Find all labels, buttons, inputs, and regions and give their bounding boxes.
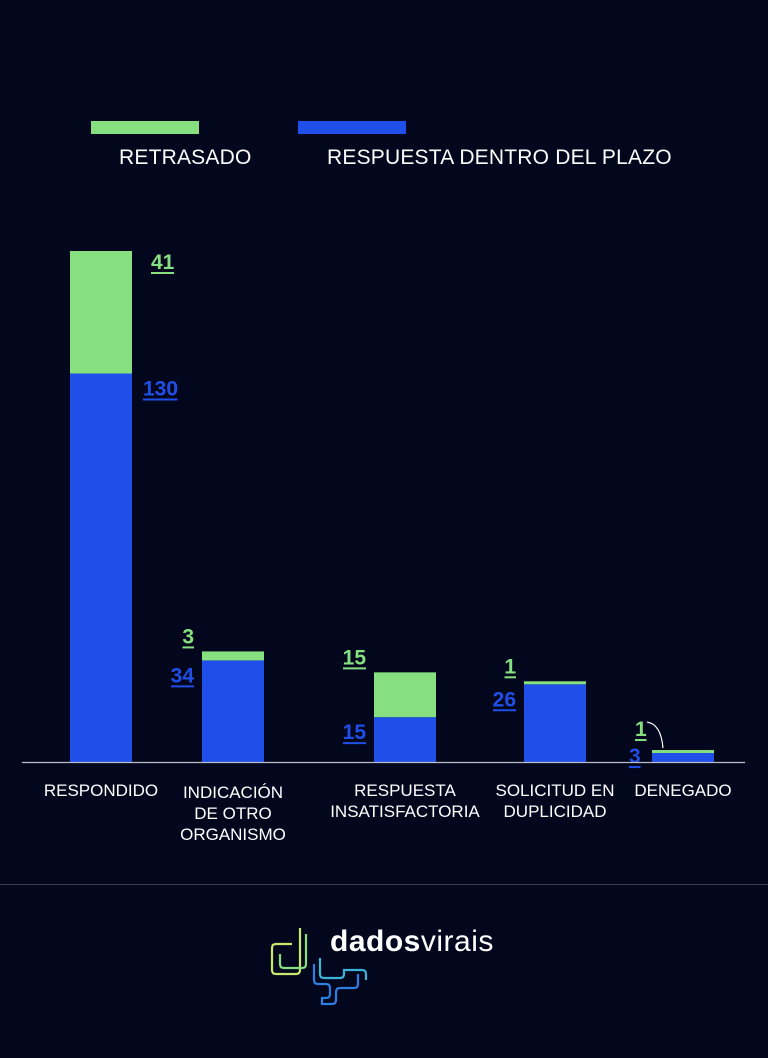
footer-divider bbox=[0, 884, 768, 885]
bar-delayed-1 bbox=[202, 651, 264, 661]
legend-label-ontime: RESPUESTA DENTRO DEL PLAZO bbox=[327, 146, 672, 169]
bar-ontime-1 bbox=[202, 660, 264, 762]
label-ontime-3: 26 bbox=[493, 688, 516, 711]
label-delayed-1: 3 bbox=[182, 625, 194, 648]
category-label-1-0: INDICACIÓN bbox=[183, 783, 283, 802]
dadosvirais-logo-icon bbox=[270, 928, 368, 1006]
brand-light: virais bbox=[420, 925, 494, 958]
label-delayed-2: 15 bbox=[343, 646, 367, 669]
category-label-3-1: DUPLICIDAD bbox=[504, 802, 607, 821]
bar-ontime-0 bbox=[70, 373, 132, 762]
leader-line-4 bbox=[646, 721, 664, 749]
category-label-2-0: RESPUESTA bbox=[354, 781, 456, 800]
label-delayed-4: 1 bbox=[635, 718, 647, 741]
legend-swatch-ontime bbox=[298, 121, 406, 134]
label-ontime-2: 15 bbox=[343, 721, 367, 744]
category-label-1-1: DE OTRO bbox=[194, 804, 271, 823]
label-ontime-4: 3 bbox=[629, 745, 641, 768]
stacked-bar-chart: 41 130 RESPONDIDO 3 34 INDICACIÓN DE OTRO ORGAN… bbox=[22, 251, 745, 844]
category-label-4-0: DENEGADO bbox=[634, 781, 731, 800]
bar-delayed-3 bbox=[524, 681, 586, 685]
category-label-3-0: SOLICITUD EN bbox=[495, 781, 614, 800]
legend-swatch-delayed bbox=[91, 121, 199, 134]
brand-bold: dados bbox=[330, 925, 421, 958]
label-ontime-0: 130 bbox=[143, 378, 178, 401]
bar-delayed-4 bbox=[652, 750, 714, 754]
legend-label-delayed: RETRASADO bbox=[119, 146, 252, 169]
bar-delayed-2 bbox=[374, 672, 436, 718]
label-ontime-1: 34 bbox=[171, 664, 195, 687]
category-label-2-1: INSATISFACTORIA bbox=[330, 802, 480, 821]
bar-delayed-0 bbox=[70, 251, 132, 374]
bar-ontime-2 bbox=[374, 717, 436, 762]
category-label-0-0: RESPONDIDO bbox=[44, 781, 158, 800]
label-delayed-0: 41 bbox=[151, 251, 175, 274]
brand-wordmark: dadosvirais bbox=[330, 925, 494, 959]
bar-ontime-4 bbox=[652, 753, 714, 762]
category-label-1-2: ORGANISMO bbox=[180, 825, 286, 844]
bar-ontime-3 bbox=[524, 684, 586, 762]
label-delayed-3: 1 bbox=[504, 655, 516, 678]
